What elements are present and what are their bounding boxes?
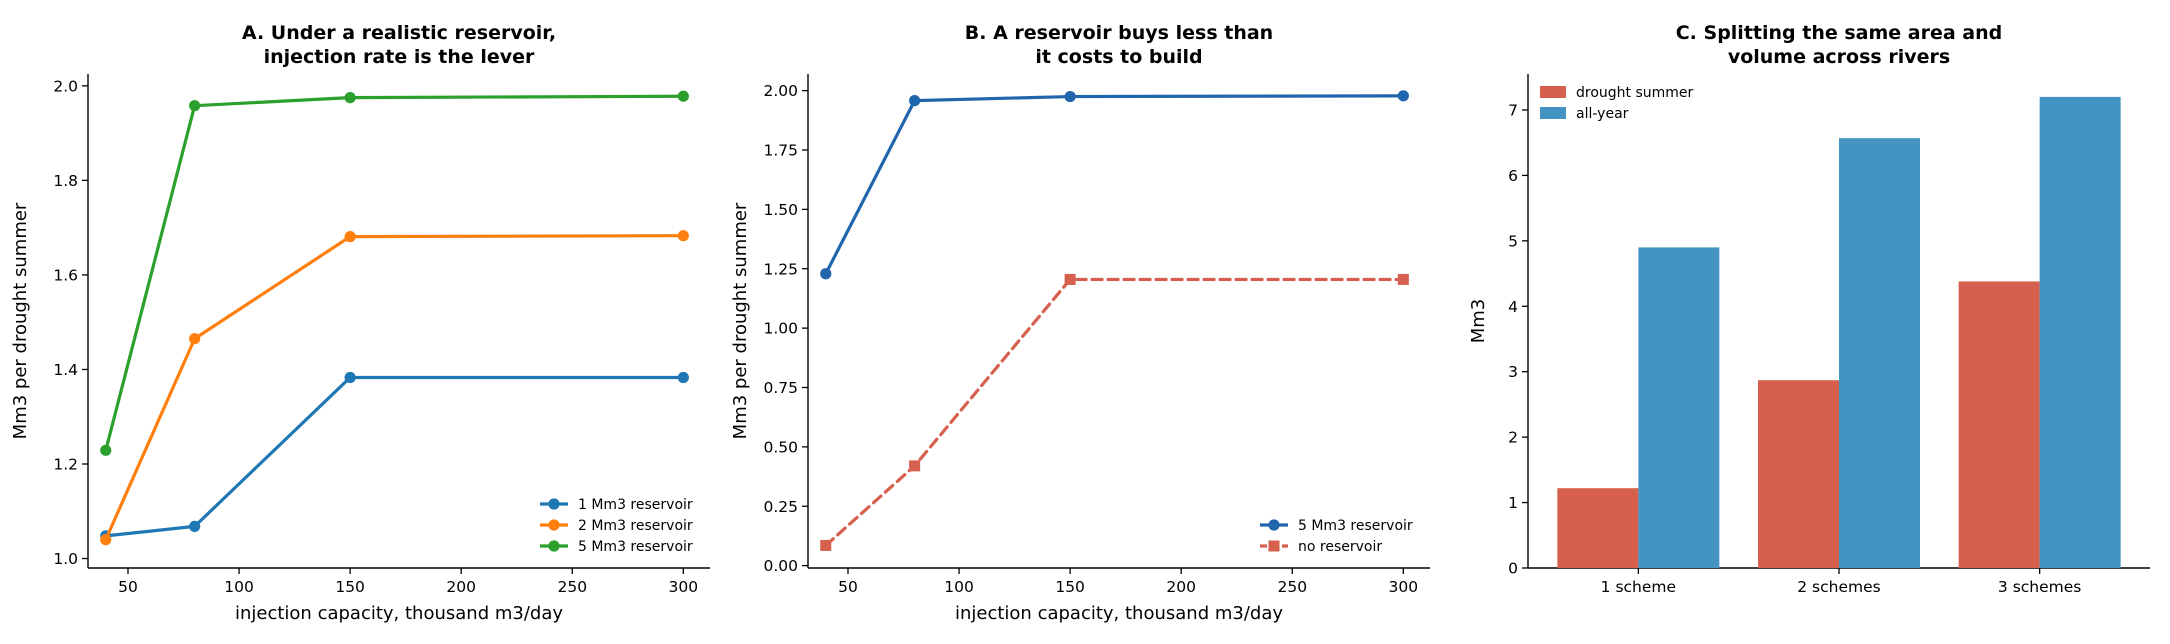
- x-tick-label: 150: [335, 578, 365, 596]
- y-tick-label: 1.00: [763, 320, 798, 338]
- legend-label: 5 Mm3 reservoir: [578, 539, 693, 555]
- legend-label: 1 Mm3 reservoir: [578, 497, 693, 513]
- y-tick-label: 1.4: [53, 361, 78, 379]
- y-tick-label: 2: [1508, 429, 1518, 447]
- x-tick-label: 200: [446, 578, 476, 596]
- x-tick-label: 2 schemes: [1797, 578, 1880, 596]
- panel-1: A. Under a realistic reservoir,injection…: [10, 22, 710, 624]
- y-tick-label: 1.25: [763, 260, 798, 278]
- data-point: [344, 231, 356, 243]
- legend-label: 2 Mm3 reservoir: [578, 518, 693, 534]
- data-point: [344, 371, 356, 384]
- y-tick-label: 3: [1508, 363, 1518, 381]
- legend-label: no reservoir: [1298, 539, 1382, 555]
- data-point: [909, 460, 921, 472]
- y-axis-label: Mm3 per drought summer: [730, 202, 751, 439]
- x-tick-label: 150: [1055, 578, 1085, 596]
- data-point: [677, 90, 689, 102]
- data-point: [677, 230, 689, 242]
- data-point: [1064, 90, 1076, 103]
- x-tick-label: 50: [838, 578, 858, 596]
- y-tick-label: 4: [1508, 298, 1518, 316]
- chart-title: A. Under a realistic reservoir,: [242, 22, 556, 44]
- data-point: [100, 534, 112, 546]
- y-tick-label: 2.0: [53, 77, 78, 95]
- legend-swatch: [1540, 86, 1566, 98]
- x-tick-label: 3 schemes: [1998, 578, 2081, 596]
- y-tick-label: 5: [1508, 232, 1518, 250]
- legend-swatch: [1540, 107, 1566, 119]
- bar: [2039, 96, 2121, 568]
- bar: [1958, 281, 2040, 568]
- y-tick-label: 6: [1508, 167, 1518, 185]
- y-tick-label: 0.25: [763, 498, 798, 516]
- data-point: [100, 444, 112, 456]
- series-line: [104, 234, 685, 542]
- legend-label: all-year: [1576, 106, 1629, 122]
- y-tick-label: 7: [1508, 101, 1518, 119]
- x-axis-label: injection capacity, thousand m3/day: [235, 603, 563, 624]
- x-tick-label: 1 scheme: [1601, 578, 1676, 596]
- bar: [1557, 488, 1639, 568]
- data-point: [677, 371, 689, 384]
- chart-title: volume across rivers: [1728, 46, 1950, 68]
- legend-marker: [548, 540, 560, 552]
- y-tick-label: 1.75: [763, 142, 798, 160]
- series-line: [824, 94, 1405, 276]
- data-point: [189, 100, 201, 112]
- chart-title: it costs to build: [1035, 46, 1202, 68]
- data-point: [820, 539, 832, 551]
- x-tick-label: 300: [1389, 578, 1419, 596]
- x-axis-label: injection capacity, thousand m3/day: [955, 603, 1283, 624]
- y-tick-label: 0.75: [763, 379, 798, 397]
- x-tick-label: 100: [944, 578, 974, 596]
- data-point: [1064, 273, 1076, 285]
- legend-label: drought summer: [1576, 85, 1694, 101]
- y-tick-label: 0.00: [763, 557, 798, 575]
- x-tick-label: 300: [669, 578, 699, 596]
- y-tick-label: 2.00: [763, 82, 798, 100]
- y-tick-label: 1.2: [53, 456, 78, 474]
- data-point: [344, 92, 356, 104]
- series-line: [104, 94, 685, 452]
- legend-label: 5 Mm3 reservoir: [1298, 518, 1413, 534]
- x-tick-label: 250: [557, 578, 587, 596]
- y-axis-label: Mm3 per drought summer: [10, 202, 31, 439]
- y-tick-label: 1: [1508, 494, 1518, 512]
- legend-marker: [1268, 519, 1280, 531]
- series-line: [104, 375, 685, 538]
- legend-marker: [548, 498, 560, 510]
- y-tick-label: 1.6: [53, 266, 78, 284]
- data-point: [1397, 273, 1409, 285]
- chart-title: C. Splitting the same area and: [1676, 22, 2003, 44]
- y-tick-label: 0: [1508, 560, 1518, 578]
- y-tick-label: 1.50: [763, 201, 798, 219]
- y-axis-label: Mm3: [1468, 299, 1489, 344]
- bar: [1758, 380, 1839, 568]
- bar: [1839, 138, 1920, 568]
- y-tick-label: 1.0: [53, 550, 78, 568]
- x-tick-label: 200: [1166, 578, 1196, 596]
- x-tick-label: 100: [224, 578, 254, 596]
- bar: [1638, 247, 1720, 568]
- x-tick-label: 50: [118, 578, 138, 596]
- data-point: [1397, 90, 1409, 102]
- series-line: [824, 277, 1405, 548]
- chart-title: injection rate is the lever: [264, 46, 535, 68]
- data-point: [909, 95, 921, 107]
- x-tick-label: 250: [1277, 578, 1307, 596]
- data-point: [189, 333, 201, 345]
- y-tick-label: 0.50: [763, 438, 798, 456]
- data-point: [820, 268, 832, 280]
- data-point: [189, 520, 201, 533]
- chart-title: B. A reservoir buys less than: [965, 22, 1273, 44]
- legend-marker: [548, 519, 560, 531]
- y-tick-label: 1.8: [53, 172, 78, 190]
- legend-marker: [1268, 540, 1280, 552]
